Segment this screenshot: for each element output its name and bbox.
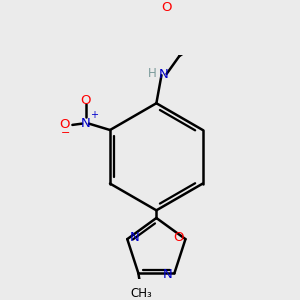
Text: H: H (148, 67, 156, 80)
Text: +: + (90, 110, 98, 120)
Text: CH₃: CH₃ (130, 286, 152, 300)
Text: O: O (80, 94, 91, 106)
Text: O: O (59, 118, 70, 131)
Text: N: N (158, 68, 168, 81)
Text: O: O (161, 2, 171, 14)
Text: N: N (129, 231, 139, 244)
Text: −: − (61, 128, 70, 138)
Text: O: O (173, 231, 184, 244)
Text: N: N (81, 116, 91, 130)
Text: N: N (163, 268, 172, 281)
